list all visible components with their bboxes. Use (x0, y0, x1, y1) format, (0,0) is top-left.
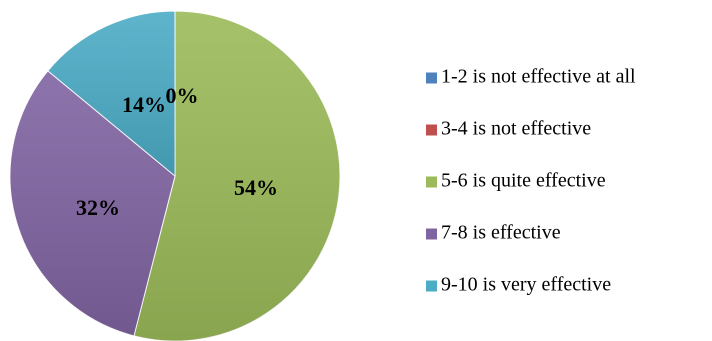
pie-slice-shading (133, 11, 341, 341)
legend-item: 9-10 is very effective (426, 274, 611, 296)
pie-slice-shading (9, 70, 176, 336)
legend-label: 9-10 is very effective (441, 274, 611, 296)
slice-data-label: 0% (166, 83, 199, 108)
legend-label: 5-6 is quite effective (441, 170, 606, 192)
legend-label: 1-2 is not effective at all (441, 66, 636, 88)
legend-label: 7-8 is effective (441, 222, 561, 244)
slice-data-label: 32% (76, 195, 120, 220)
legend-label: 3-4 is not effective (441, 118, 591, 140)
legend-swatch (426, 176, 437, 188)
legend-item: 7-8 is effective (426, 222, 561, 244)
slice-data-label: 14% (122, 92, 166, 117)
legend-swatch (426, 124, 437, 136)
legend-item: 3-4 is not effective (426, 118, 591, 140)
slice-data-label: 54% (234, 175, 278, 200)
legend-item: 1-2 is not effective at all (426, 66, 636, 88)
legend-item: 5-6 is quite effective (426, 170, 606, 192)
slice-labels: 0% 54% 32% 14% (76, 83, 278, 220)
legend-swatch (426, 280, 437, 292)
legend-swatch (426, 228, 437, 240)
pie-slice-shading (47, 11, 176, 176)
pie-slices (9, 10, 341, 341)
legend: 1-2 is not effective at all 3-4 is not ef… (426, 66, 636, 296)
legend-swatch (426, 72, 437, 84)
